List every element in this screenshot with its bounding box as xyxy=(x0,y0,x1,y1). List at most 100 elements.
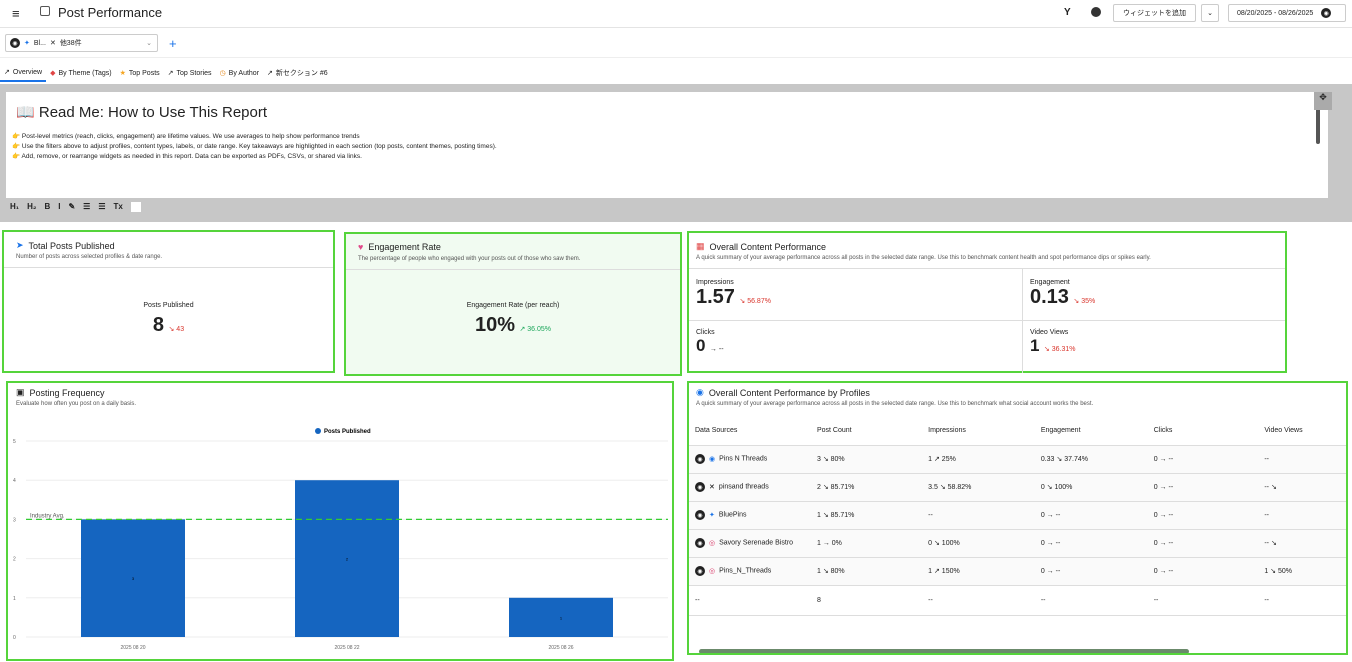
tab-by-theme[interactable]: ◆ By Theme (Tags) xyxy=(46,64,116,82)
menu-icon[interactable]: ≡ xyxy=(12,6,20,21)
tab-label: 新セクション #6 xyxy=(275,70,328,77)
date-range-picker[interactable]: 08/20/2025 - 08/26/2025 ◉ xyxy=(1228,4,1346,22)
legend-label: Posts Published xyxy=(324,429,371,435)
bar xyxy=(509,597,613,637)
drag-handle-icon[interactable]: ✥ xyxy=(1314,92,1332,110)
tab-new-section[interactable]: ↗ 新セクション #6 xyxy=(263,64,332,82)
profiles-table: Data Sources Post Count Impressions Engagem… xyxy=(689,417,1346,616)
tab-overview[interactable]: ↗ Overview xyxy=(0,64,47,82)
readme-editor[interactable]: 📖 Read Me: How to Use This Report 👉 Post… xyxy=(6,92,1328,198)
card-subtitle: A quick summary of your average performa… xyxy=(696,401,1094,407)
tab-by-author[interactable]: ◷ By Author xyxy=(216,64,263,82)
table-cell: -- xyxy=(922,501,1035,530)
clock-icon: ◷ xyxy=(219,70,226,77)
table-row[interactable]: ◉ ◎ Pins_N_Threads 1 ↘ 80% 1 ↗ 150% 0 → -- 0 →… xyxy=(689,557,1346,586)
table-cell: 0 ↘ 100% xyxy=(922,529,1035,558)
y-tick-label: 3 xyxy=(13,517,16,523)
table-cell: 0 → -- xyxy=(1147,529,1259,558)
card-title: Total Posts Published xyxy=(28,240,115,251)
readme-line-1: 👉 Post-level metrics (reach, clicks, eng… xyxy=(12,133,360,140)
metric-label: Engagement Rate (per reach) xyxy=(466,302,560,309)
table-cell: 1 ↘ 80% xyxy=(810,557,923,586)
metric-label: Clicks xyxy=(696,329,715,336)
readme-title-text: Read Me: How to Use This Report xyxy=(38,104,268,121)
bar xyxy=(81,519,185,637)
chevron-down-icon[interactable]: ⌄ xyxy=(146,40,152,47)
table-row[interactable]: ◉ ✕ pinsand threads 2 ↘ 85.71% 3.5 ↘ 58.82% 0… xyxy=(689,473,1346,502)
calendar-icon: ▦ xyxy=(696,241,705,251)
globe-icon[interactable] xyxy=(1091,7,1101,17)
table-cell: 1 ↘ 50% xyxy=(1258,557,1346,586)
y-tick-label: 4 xyxy=(13,478,16,484)
readme-text: Post-level metrics (reach, clicks, engag… xyxy=(21,133,360,140)
add-filter-button[interactable]: + xyxy=(169,36,177,51)
add-widget-button[interactable]: ウィジェットを追加 xyxy=(1113,4,1196,22)
ordered-list-button[interactable]: ☰ xyxy=(83,202,91,211)
bar-value-label: 3 xyxy=(132,576,135,581)
table-cell: -- xyxy=(922,585,1035,616)
card-subtitle: Number of posts across selected profiles… xyxy=(16,254,163,260)
y-tick-label: 1 xyxy=(13,596,16,602)
total-posts-card: ➤ Total Posts Published Number of posts a… xyxy=(2,230,335,373)
table-cell: -- xyxy=(1258,585,1346,616)
heart-icon: ♥ xyxy=(358,242,364,252)
table-row[interactable]: ◉ ◉ Pins N Threads 3 ↘ 80% 1 ↗ 25% 0.33 ↘ 37.… xyxy=(689,445,1346,474)
add-widget-dropdown[interactable]: ⌄ xyxy=(1201,4,1219,22)
tab-label: Overview xyxy=(12,68,43,76)
bold-button[interactable]: B xyxy=(44,202,51,211)
x-tick-label: 2025 08 20 xyxy=(120,645,145,651)
profile-avatar-icon: ◉ xyxy=(10,38,20,48)
table-cell: 3.5 ↘ 58.82% xyxy=(922,473,1035,502)
table-cell: 1 ↗ 150% xyxy=(922,557,1035,586)
color-swatch[interactable] xyxy=(130,202,141,212)
bar xyxy=(295,480,399,637)
column-header[interactable]: Clicks xyxy=(1147,417,1259,446)
heading1-button[interactable]: H₁ xyxy=(10,202,20,211)
horizontal-scrollbar[interactable] xyxy=(699,649,1189,653)
heading2-button[interactable]: H₂ xyxy=(27,202,37,211)
tag-icon: ◆ xyxy=(50,70,56,77)
clear-format-button[interactable]: Tx xyxy=(113,202,123,211)
column-header[interactable]: Engagement xyxy=(1034,417,1148,446)
table-row[interactable]: ◉ ✦ BluePins 1 ↘ 85.71% -- 0 → -- 0 → -- -- xyxy=(689,501,1346,530)
metric-value: 0 xyxy=(696,336,706,355)
report-icon xyxy=(40,6,50,16)
trend-icon: ↗ xyxy=(267,70,273,77)
table-cell: -- xyxy=(1258,501,1346,530)
filter-bar xyxy=(0,28,1352,58)
column-header[interactable]: Data Sources xyxy=(689,417,811,446)
table-row[interactable]: ◉ ◎ Savory Serenade Bistro 1 → 0% 0 ↘ 100% 0 … xyxy=(689,529,1346,558)
column-header[interactable]: Video Views xyxy=(1258,417,1346,446)
tab-top-posts[interactable]: ★ Top Posts xyxy=(116,64,164,82)
card-title: Posting Frequency xyxy=(29,387,105,398)
bluesky-icon: ✦ xyxy=(709,511,715,519)
user-icon: ◉ xyxy=(696,387,704,397)
metric-value: 10% xyxy=(474,314,515,336)
tab-top-stories[interactable]: ↗ Top Stories xyxy=(164,64,216,82)
column-header[interactable]: Impressions xyxy=(922,417,1035,446)
metric-value: 1.57 xyxy=(696,286,735,308)
readme-line-3: 👉 Add, remove, or rearrange widgets as n… xyxy=(12,153,362,160)
scrollbar[interactable] xyxy=(1314,92,1322,152)
italic-button[interactable]: I xyxy=(58,202,61,211)
remove-icon[interactable]: ✕ xyxy=(49,40,56,47)
readme-text: Use the filters above to adjust profiles… xyxy=(21,143,497,150)
table-cell: 0.33 ↘ 37.74% xyxy=(1034,445,1148,474)
metric-label: Posts Published xyxy=(143,302,194,309)
card-subtitle: Evaluate how often you post on a daily b… xyxy=(16,401,137,407)
profile-name: Pins_N_Threads xyxy=(719,567,772,575)
metric-value: 8 xyxy=(152,314,165,336)
metric-impressions: Impressions 1.57 ↘ 56.87% xyxy=(696,279,771,309)
metric-change: ↘ 56.87% xyxy=(739,298,771,305)
bullet-list-button[interactable]: ☰ xyxy=(98,202,106,211)
metric-change: → -- xyxy=(709,346,724,353)
table-cell: ◉ ◉ Pins N Threads xyxy=(689,445,811,474)
filter-icon[interactable]: Y xyxy=(1064,7,1071,18)
link-button[interactable]: ✎ xyxy=(68,202,76,211)
column-header[interactable]: Post Count xyxy=(810,417,923,446)
profile-filter[interactable]: ◉ ✦ Bl... ✕ 他38件 ⌄ xyxy=(5,34,158,52)
profile-name: Pins N Threads xyxy=(719,455,768,463)
table-row[interactable]: -- 8 -- -- -- -- xyxy=(689,585,1346,616)
card-subtitle: A quick summary of your average performa… xyxy=(696,255,1151,261)
readme-widget: 📖 Read Me: How to Use This Report 👉 Post… xyxy=(0,84,1352,222)
